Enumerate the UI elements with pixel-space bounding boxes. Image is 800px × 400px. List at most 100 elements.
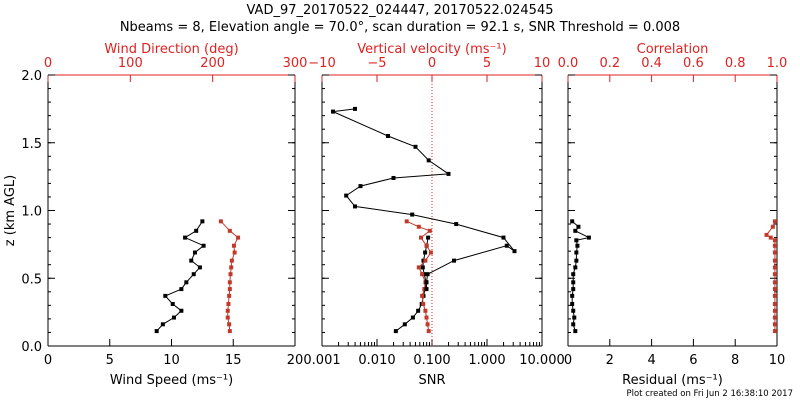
top-x-tick-label: 0.0 xyxy=(558,56,579,71)
data-point xyxy=(570,301,575,306)
data-point xyxy=(232,250,237,255)
x-tick-label: 10 xyxy=(769,353,786,368)
data-point xyxy=(416,224,421,229)
series-line-1 xyxy=(571,220,591,332)
data-point xyxy=(393,329,398,334)
data-point xyxy=(772,322,777,327)
x-tick-label: 0 xyxy=(564,353,572,368)
data-point xyxy=(227,329,232,334)
data-point xyxy=(504,243,509,248)
data-point xyxy=(419,235,423,240)
x-tick-label: 5 xyxy=(106,353,114,368)
data-point xyxy=(446,171,451,176)
data-point xyxy=(772,250,777,255)
data-point xyxy=(571,272,576,277)
x-tick-label: 10.000 xyxy=(519,353,565,368)
data-point xyxy=(571,322,576,327)
x-tick-label: 2 xyxy=(606,353,614,368)
data-point xyxy=(420,293,425,298)
top-x-tick-label: 5 xyxy=(483,56,491,71)
series-line-2 xyxy=(220,220,239,332)
y-tick-label: 2.0 xyxy=(21,69,42,84)
top-x-tick-label: 1.0 xyxy=(767,56,788,71)
top-x-tick-label: 0.2 xyxy=(599,56,620,71)
chart-panel-3: 0 2 4 6 8 10 Residual (ms⁻¹) 0.0 0.2 0.4 0.6 0.8 1.0… xyxy=(558,42,788,388)
data-point xyxy=(586,235,591,240)
data-point xyxy=(454,222,459,227)
data-point xyxy=(422,287,427,292)
data-point xyxy=(772,301,777,306)
data-point xyxy=(229,265,234,270)
data-point xyxy=(191,272,196,277)
data-point xyxy=(772,308,777,313)
data-point xyxy=(225,315,230,320)
y-tick-label: 0.0 xyxy=(21,340,42,355)
data-point xyxy=(570,219,575,224)
data-point xyxy=(426,158,431,163)
data-point xyxy=(420,265,425,270)
data-point xyxy=(227,280,232,285)
x-tick-label: 0.100 xyxy=(413,353,450,368)
chart-panel-1: 0 5 10 15 20 Wind Speed (ms⁻¹) 0 100 200 300 Wind … xyxy=(3,42,307,388)
data-point xyxy=(179,287,184,292)
data-point xyxy=(570,293,575,298)
data-point xyxy=(184,280,189,285)
data-point xyxy=(229,258,234,263)
data-point xyxy=(225,308,230,313)
data-point xyxy=(171,315,176,320)
data-point xyxy=(189,258,194,263)
x-tick-label: 6 xyxy=(689,353,697,368)
data-point xyxy=(452,258,456,263)
y-tick-label: 1.0 xyxy=(21,205,42,220)
data-point xyxy=(227,228,232,233)
data-point xyxy=(358,184,363,189)
top-x-tick-label: 10 xyxy=(534,56,551,71)
data-point xyxy=(768,235,773,240)
y-tick-label: 0.5 xyxy=(21,272,42,287)
x-tick-label: 4 xyxy=(647,353,655,368)
data-point xyxy=(573,228,578,233)
top-x-axis-label: Vertical velocity (ms⁻¹) xyxy=(357,42,506,57)
data-point xyxy=(572,315,577,320)
data-point xyxy=(574,238,579,243)
top-x-tick-label: 0 xyxy=(44,56,52,71)
x-axis-label: SNR xyxy=(418,373,445,388)
data-point xyxy=(402,322,407,327)
data-point xyxy=(764,232,769,237)
x-tick-label: 0.010 xyxy=(358,353,395,368)
data-point xyxy=(227,287,232,292)
data-point xyxy=(423,258,428,263)
data-point xyxy=(424,243,429,248)
data-point xyxy=(413,144,418,149)
data-point xyxy=(424,287,429,292)
data-point xyxy=(772,243,777,248)
data-point xyxy=(227,322,232,327)
figure-subtitle: Nbeams = 8, Elevation angle = 70.0°, sca… xyxy=(120,20,680,35)
data-point xyxy=(179,308,184,313)
top-x-tick-label: −10 xyxy=(308,56,335,71)
data-point xyxy=(231,243,236,248)
data-point xyxy=(772,329,777,334)
data-point xyxy=(227,293,232,298)
y-tick-label: 1.5 xyxy=(21,137,42,152)
data-point xyxy=(426,329,431,334)
data-point xyxy=(571,287,576,292)
data-point xyxy=(194,228,199,233)
x-tick-label: 20 xyxy=(287,353,304,368)
data-point xyxy=(772,287,777,292)
x-tick-label: 0.001 xyxy=(303,353,340,368)
data-point xyxy=(772,238,777,243)
data-point xyxy=(192,250,197,255)
data-point xyxy=(386,133,390,138)
data-point xyxy=(573,329,578,334)
data-point xyxy=(571,308,576,313)
top-x-tick-label: 100 xyxy=(118,56,143,71)
data-point xyxy=(331,109,335,114)
data-point xyxy=(575,243,580,248)
data-point xyxy=(772,258,777,263)
data-point xyxy=(573,265,578,270)
data-point xyxy=(183,235,188,240)
x-tick-label: 10 xyxy=(163,353,180,368)
x-tick-label: 1.000 xyxy=(468,353,505,368)
data-point xyxy=(571,280,576,285)
